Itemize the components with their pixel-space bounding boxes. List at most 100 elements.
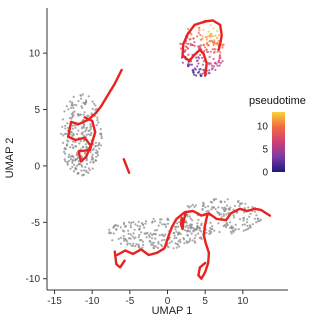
cell-point bbox=[212, 27, 215, 30]
cell-point bbox=[72, 113, 75, 116]
axes: -15 -10 -5 0 5 10 -10 -5 0 5 10 bbox=[26, 8, 288, 307]
cell-point bbox=[192, 229, 195, 232]
cell-point bbox=[75, 152, 79, 155]
cell-point bbox=[134, 245, 137, 248]
cell-point bbox=[167, 218, 170, 222]
cell-point bbox=[212, 206, 216, 209]
cell-point bbox=[99, 132, 102, 136]
cell-point bbox=[64, 148, 67, 151]
cell-point bbox=[213, 39, 216, 42]
cell-point bbox=[208, 63, 211, 66]
cell-point bbox=[216, 36, 219, 40]
cell-point bbox=[80, 127, 84, 130]
cell-point bbox=[194, 241, 197, 244]
cell-point bbox=[188, 230, 192, 233]
cell-point bbox=[213, 229, 216, 232]
cell-point bbox=[196, 35, 199, 38]
cell-point bbox=[243, 207, 246, 210]
cell-point bbox=[201, 204, 204, 207]
cell-point bbox=[177, 231, 180, 234]
cell-point bbox=[89, 123, 92, 126]
cell-point bbox=[209, 24, 212, 27]
cell-point bbox=[81, 133, 84, 136]
cell-point bbox=[77, 160, 80, 163]
cell-point bbox=[172, 247, 175, 250]
cell-point bbox=[82, 123, 85, 126]
cell-point bbox=[196, 225, 199, 229]
cell-point bbox=[198, 29, 201, 32]
cell-point bbox=[136, 224, 139, 227]
cell-point bbox=[177, 225, 180, 228]
cell-point bbox=[82, 145, 85, 149]
cell-point bbox=[238, 218, 242, 221]
cell-point bbox=[218, 230, 221, 234]
cell-point bbox=[188, 239, 191, 243]
cell-point bbox=[173, 234, 176, 237]
cell-point bbox=[100, 135, 103, 138]
cell-point bbox=[187, 47, 190, 50]
cell-point bbox=[226, 223, 229, 226]
cell-point bbox=[229, 221, 232, 224]
cell-point bbox=[126, 243, 129, 246]
cell-point bbox=[150, 243, 153, 246]
cell-point bbox=[201, 56, 204, 59]
cell-point bbox=[69, 146, 72, 149]
cell-point bbox=[173, 225, 176, 228]
cell-point bbox=[241, 223, 244, 226]
cell-point bbox=[214, 48, 217, 51]
cell-point bbox=[224, 226, 228, 229]
legend-title: pseudotime bbox=[249, 95, 306, 107]
cell-point bbox=[189, 217, 192, 220]
cell-point bbox=[148, 236, 151, 239]
cell-point bbox=[91, 157, 94, 160]
cell-point bbox=[152, 241, 156, 244]
cell-point bbox=[217, 206, 220, 209]
cell-point bbox=[74, 168, 77, 171]
cell-point bbox=[244, 228, 247, 231]
cell-point bbox=[129, 226, 133, 229]
cell-point bbox=[213, 50, 216, 54]
cell-point bbox=[185, 224, 188, 227]
cell-point bbox=[236, 200, 240, 204]
cell-point bbox=[79, 94, 82, 97]
cell-point bbox=[176, 243, 179, 246]
cell-point bbox=[161, 239, 164, 242]
cell-point bbox=[200, 222, 203, 225]
cell-point bbox=[77, 162, 80, 165]
cell-point bbox=[79, 113, 82, 116]
cell-point bbox=[199, 227, 202, 230]
cell-point bbox=[71, 165, 74, 168]
cell-point bbox=[75, 104, 78, 107]
cell-point bbox=[108, 231, 111, 234]
cell-point bbox=[134, 223, 137, 226]
cell-point bbox=[186, 230, 189, 233]
cell-point bbox=[159, 221, 162, 224]
cell-point bbox=[202, 28, 205, 32]
pseudotime-legend: pseudotime 10 5 0 bbox=[249, 95, 306, 179]
cell-point bbox=[174, 228, 177, 231]
cell-point bbox=[89, 127, 92, 131]
cell-point bbox=[183, 50, 186, 53]
trajectory-line bbox=[122, 158, 131, 174]
cell-point bbox=[229, 230, 232, 233]
cell-point bbox=[193, 44, 196, 48]
cell-point bbox=[71, 143, 74, 147]
cell-point bbox=[67, 108, 70, 111]
cell-point bbox=[195, 228, 198, 231]
cell-point bbox=[152, 247, 156, 250]
cell-point bbox=[92, 147, 95, 150]
cell-point bbox=[89, 134, 92, 137]
cell-point bbox=[74, 140, 77, 143]
cell-point bbox=[223, 206, 226, 209]
cell-point bbox=[191, 203, 194, 206]
cell-point bbox=[164, 225, 168, 228]
cell-point bbox=[218, 59, 221, 62]
cell-point bbox=[217, 39, 220, 43]
cell-point bbox=[108, 228, 111, 231]
cell-point bbox=[84, 166, 87, 169]
cell-point bbox=[64, 124, 67, 127]
cell-point bbox=[127, 237, 131, 240]
cell-point bbox=[211, 48, 214, 51]
cell-point bbox=[222, 214, 225, 217]
cell-point bbox=[201, 72, 204, 75]
